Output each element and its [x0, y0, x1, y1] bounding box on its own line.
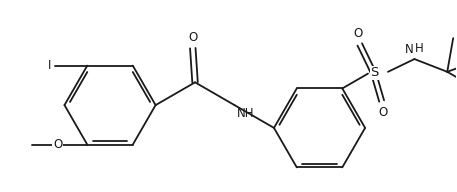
Text: N: N: [405, 43, 414, 56]
Text: O: O: [354, 27, 363, 40]
Text: I: I: [48, 59, 52, 72]
Text: NH: NH: [237, 107, 254, 120]
Text: H: H: [415, 42, 424, 55]
Text: O: O: [188, 31, 197, 44]
Text: O: O: [378, 106, 388, 118]
Text: O: O: [53, 138, 62, 151]
Text: S: S: [370, 66, 378, 79]
